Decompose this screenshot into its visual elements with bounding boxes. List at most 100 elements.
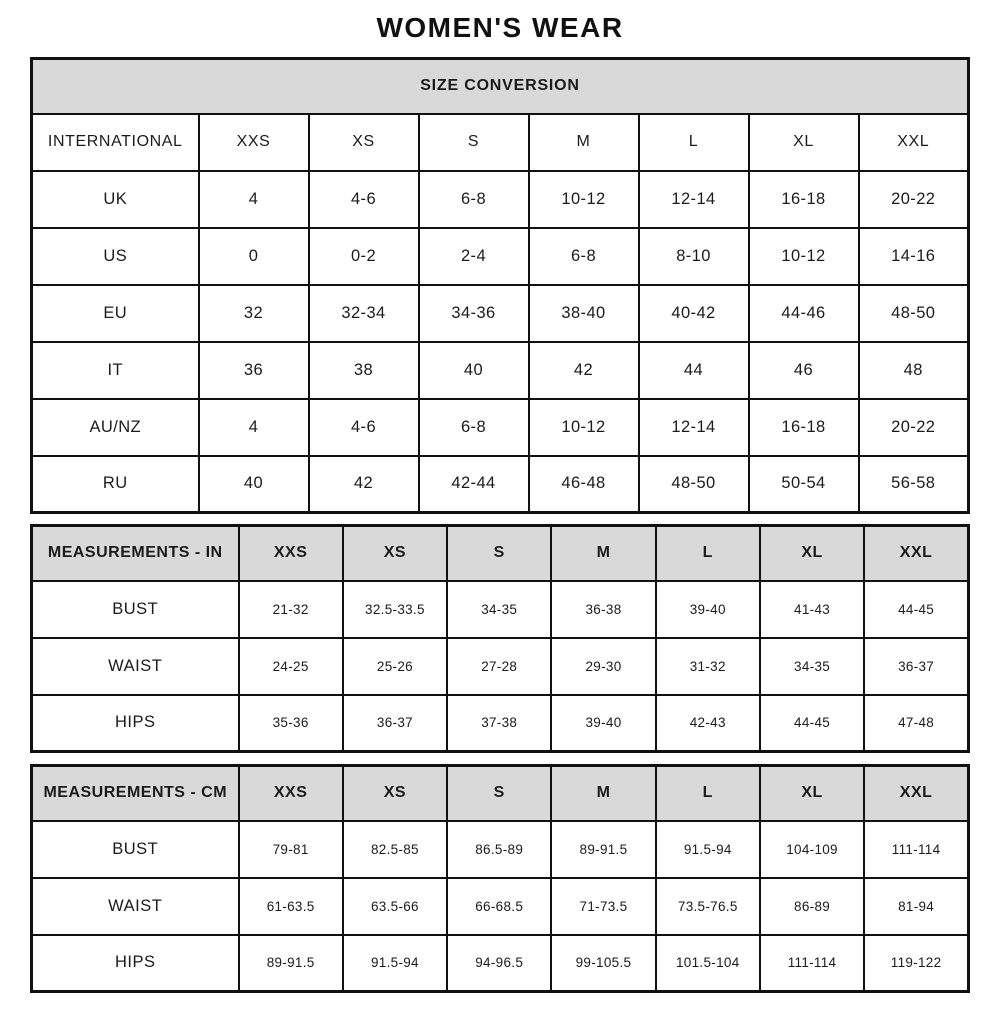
column-header-row: INTERNATIONAL XXS XS S M L XL XXL <box>30 112 970 172</box>
table-cell: 32 <box>197 283 310 343</box>
table-cell: 111-114 <box>758 933 866 993</box>
table-cell: 82.5-85 <box>341 819 449 879</box>
table-row: WAIST 61-63.5 63.5-66 66-68.5 71-73.5 73.5-76… <box>30 876 970 936</box>
table-cell: 12-14 <box>637 397 750 457</box>
table-title-row: SIZE CONVERSION <box>30 57 970 115</box>
table-cell: 101.5-104 <box>654 933 761 993</box>
table-cell: 79-81 <box>237 819 344 879</box>
row-label: EU <box>30 283 200 343</box>
table-cell: 42 <box>527 340 640 400</box>
table-cell: 42-44 <box>417 454 530 514</box>
column-header: XS <box>341 764 449 822</box>
table-row: RU 40 42 42-44 46-48 48-50 50-54 56-58 <box>30 454 970 514</box>
table-cell: 119-122 <box>863 933 970 993</box>
table-cell: 10-12 <box>527 397 640 457</box>
row-label: US <box>30 226 200 286</box>
size-conversion-table: SIZE CONVERSION INTERNATIONAL XXS XS S M L XL XX… <box>30 57 970 514</box>
column-header: S <box>446 524 553 582</box>
table-cell: 10-12 <box>527 169 640 229</box>
table-cell: 36-38 <box>550 579 657 639</box>
table-cell: 47-48 <box>863 693 970 753</box>
table-cell: 14-16 <box>857 226 970 286</box>
table-cell: 4-6 <box>307 397 420 457</box>
table-cell: 38-40 <box>527 283 640 343</box>
row-label: RU <box>30 454 200 514</box>
table-row: WAIST 24-25 25-26 27-28 29-30 31-32 34-35 36-37 <box>30 636 970 696</box>
table-cell: 40-42 <box>637 283 750 343</box>
column-header: XXS <box>197 112 310 172</box>
table-cell: 86-89 <box>758 876 866 936</box>
table-cell: 4 <box>197 169 310 229</box>
column-header: XXL <box>857 112 970 172</box>
column-header: MEASUREMENTS - CM <box>30 764 240 822</box>
column-header: L <box>654 524 761 582</box>
table-cell: 73.5-76.5 <box>654 876 761 936</box>
column-header: M <box>527 112 640 172</box>
table-cell: 10-12 <box>747 226 860 286</box>
table-row: AU/NZ 4 4-6 6-8 10-12 12-14 16-18 20-22 <box>30 397 970 457</box>
table-cell: 48-50 <box>637 454 750 514</box>
row-label: HIPS <box>30 693 240 753</box>
column-header: M <box>550 764 657 822</box>
row-label: WAIST <box>30 636 240 696</box>
column-header: INTERNATIONAL <box>30 112 200 172</box>
size_conversion-title: SIZE CONVERSION <box>30 57 970 115</box>
column-header: XL <box>758 524 866 582</box>
table-cell: 8-10 <box>637 226 750 286</box>
table-cell: 36 <box>197 340 310 400</box>
table-row: UK 4 4-6 6-8 10-12 12-14 16-18 20-22 <box>30 169 970 229</box>
table-row: BUST 21-32 32.5-33.5 34-35 36-38 39-40 41-43 44… <box>30 579 970 639</box>
table-cell: 39-40 <box>654 579 761 639</box>
table-cell: 40 <box>417 340 530 400</box>
table-cell: 46-48 <box>527 454 640 514</box>
column-header: XXS <box>237 764 344 822</box>
column-header: XXL <box>863 764 970 822</box>
table-cell: 6-8 <box>527 226 640 286</box>
table-cell: 31-32 <box>654 636 761 696</box>
table-cell: 44-45 <box>863 579 970 639</box>
row-label: HIPS <box>30 933 240 993</box>
table-cell: 104-109 <box>758 819 866 879</box>
table-cell: 24-25 <box>237 636 344 696</box>
table-cell: 16-18 <box>747 169 860 229</box>
table-cell: 32-34 <box>307 283 420 343</box>
table-cell: 99-105.5 <box>550 933 657 993</box>
table-cell: 46 <box>747 340 860 400</box>
table-cell: 48 <box>857 340 970 400</box>
table-cell: 91.5-94 <box>654 819 761 879</box>
table-cell: 4-6 <box>307 169 420 229</box>
table-cell: 12-14 <box>637 169 750 229</box>
table-cell: 66-68.5 <box>446 876 553 936</box>
table-cell: 4 <box>197 397 310 457</box>
table-cell: 29-30 <box>550 636 657 696</box>
column-header: XS <box>307 112 420 172</box>
measurements-in-table: MEASUREMENTS - IN XXS XS S M L XL XXL BUST 21-32 3… <box>30 524 970 753</box>
table-cell: 34-36 <box>417 283 530 343</box>
table-cell: 16-18 <box>747 397 860 457</box>
column-header: M <box>550 524 657 582</box>
column-header: XXL <box>863 524 970 582</box>
table-cell: 32.5-33.5 <box>341 579 449 639</box>
table-cell: 111-114 <box>863 819 970 879</box>
table-cell: 48-50 <box>857 283 970 343</box>
table-cell: 2-4 <box>417 226 530 286</box>
table-cell: 40 <box>197 454 310 514</box>
row-label: WAIST <box>30 876 240 936</box>
column-header: XL <box>758 764 866 822</box>
table-cell: 44 <box>637 340 750 400</box>
column-header: MEASUREMENTS - IN <box>30 524 240 582</box>
column-header: XL <box>747 112 860 172</box>
table-cell: 94-96.5 <box>446 933 553 993</box>
table-cell: 34-35 <box>446 579 553 639</box>
table-cell: 61-63.5 <box>237 876 344 936</box>
column-header: L <box>637 112 750 172</box>
column-header: L <box>654 764 761 822</box>
table-cell: 25-26 <box>341 636 449 696</box>
column-header-row: MEASUREMENTS - CM XXS XS S M L XL XXL <box>30 764 970 822</box>
row-label: UK <box>30 169 200 229</box>
table-cell: 6-8 <box>417 169 530 229</box>
table-cell: 21-32 <box>237 579 344 639</box>
column-header: XS <box>341 524 449 582</box>
row-label: BUST <box>30 579 240 639</box>
table-cell: 0-2 <box>307 226 420 286</box>
